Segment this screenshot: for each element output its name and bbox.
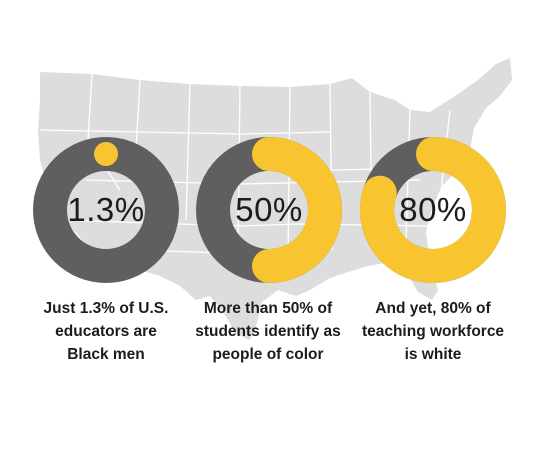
- caption-white-teachers: And yet, 80% of teaching workforce is wh…: [348, 297, 518, 366]
- caption-line: teaching workforce: [361, 323, 505, 340]
- donut-ring: [33, 137, 179, 283]
- donut-chart-black-men-educators: 1.3%: [33, 137, 179, 283]
- donut-value-dot: [94, 142, 118, 166]
- donut-chart-students-of-color: 50%: [196, 137, 342, 283]
- caption-students-of-color: More than 50% of students identify as pe…: [183, 297, 353, 366]
- donut-center-label: 80%: [399, 191, 467, 228]
- caption-line: students identify as: [195, 323, 341, 340]
- caption-line: people of color: [212, 346, 324, 363]
- donut-value-arc: [252, 137, 342, 283]
- donut-ring: [360, 137, 506, 283]
- donut-ring: [196, 137, 342, 283]
- caption-line: Just 1.3% of U.S.: [43, 300, 169, 317]
- donut-chart-white-teachers: 80%: [360, 137, 506, 283]
- caption-line: Black men: [67, 346, 145, 363]
- donut-value-arc: [360, 137, 506, 283]
- us-map-silhouette: [38, 58, 512, 340]
- caption-line: And yet, 80% of: [375, 300, 491, 317]
- caption-line: More than 50% of: [203, 300, 333, 317]
- caption-black-men-educators: Just 1.3% of U.S. educators are Black me…: [21, 297, 191, 366]
- donut-center-label: 50%: [235, 191, 303, 228]
- donut-center-label: 1.3%: [67, 191, 145, 228]
- caption-line: educators are: [55, 323, 157, 340]
- caption-line: is white: [404, 346, 462, 363]
